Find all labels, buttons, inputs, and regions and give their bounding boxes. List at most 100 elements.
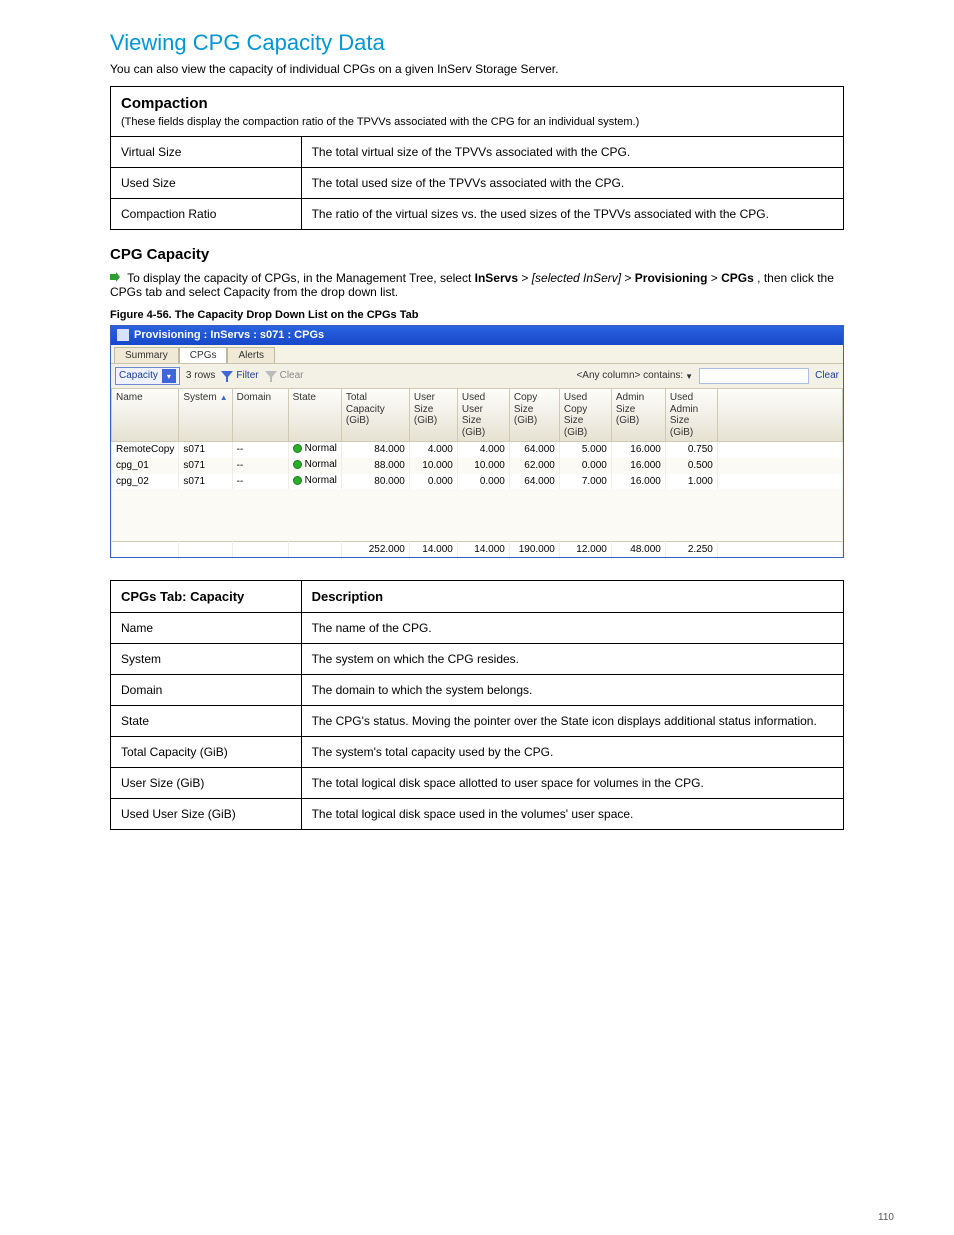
compaction-header: Compaction (These fields display the com…: [111, 87, 844, 137]
col-usedadmin[interactable]: Used Admin Size (GiB): [665, 389, 717, 442]
cell-name: RemoteCopy: [112, 442, 179, 458]
col-spacer: [717, 389, 842, 442]
row-desc: The system on which the CPG resides.: [301, 644, 843, 675]
cell-system: s071: [179, 442, 232, 458]
tot-usedadmin: 2.250: [665, 541, 717, 557]
col-system[interactable]: System▲: [179, 389, 232, 442]
cpg-grid: Name System▲ Domain State Total Capacity…: [111, 389, 843, 557]
cell-totcap: 84.000: [341, 442, 409, 458]
cell-usedcopy: 0.000: [559, 458, 611, 474]
row-desc: The ratio of the virtual sizes vs. the u…: [301, 199, 843, 230]
cell-state: Normal: [288, 458, 341, 474]
toolbar: Capacity ▾ 3 rows Filter Clear <Any colu…: [111, 364, 843, 389]
search-input[interactable]: [699, 368, 809, 384]
row-desc: The total logical disk space used in the…: [301, 799, 843, 830]
row-desc: The domain to which the system belongs.: [301, 675, 843, 706]
cell-state: Normal: [288, 474, 341, 490]
window-titlebar: Provisioning : InServs : s071 : CPGs: [111, 326, 843, 345]
row-label: Used Size: [111, 168, 302, 199]
cell-copysz: 64.000: [509, 474, 559, 490]
table-row: StateThe CPG's status. Moving the pointe…: [111, 706, 844, 737]
col-copysz[interactable]: Copy Size (GiB): [509, 389, 559, 442]
cell-usedusr: 4.000: [457, 442, 509, 458]
row-desc: The total logical disk space allotted to…: [301, 768, 843, 799]
cell-usersz: 0.000: [409, 474, 457, 490]
col-state[interactable]: State: [288, 389, 341, 442]
grid-row[interactable]: cpg_01s071--Normal88.00010.00010.00062.0…: [112, 458, 843, 474]
cell-usedadmin: 0.500: [665, 458, 717, 474]
table-row: NameThe name of the CPG.: [111, 613, 844, 644]
cell-usersz: 10.000: [409, 458, 457, 474]
capdesc-hdr-2: Description: [301, 581, 843, 613]
compaction-body: Virtual SizeThe total virtual size of th…: [111, 137, 844, 230]
cell-usedusr: 10.000: [457, 458, 509, 474]
table-row: Virtual SizeThe total virtual size of th…: [111, 137, 844, 168]
row-desc: The total virtual size of the TPVVs asso…: [301, 137, 843, 168]
table-row: Used SizeThe total used size of the TPVV…: [111, 168, 844, 199]
status-dot-icon: [293, 460, 302, 469]
row-desc: The name of the CPG.: [301, 613, 843, 644]
filter-link[interactable]: Filter: [221, 370, 258, 382]
row-label: Total Capacity (GiB): [111, 737, 302, 768]
tab-summary[interactable]: Summary: [114, 347, 179, 364]
col-name[interactable]: Name: [112, 389, 179, 442]
page-number: 110: [878, 1212, 894, 1223]
row-label: User Size (GiB): [111, 768, 302, 799]
tab-strip: Summary CPGs Alerts: [111, 345, 843, 365]
compaction-table: Compaction (These fields display the com…: [110, 86, 844, 230]
cell-name: cpg_01: [112, 458, 179, 474]
tab-alerts[interactable]: Alerts: [227, 347, 275, 364]
col-adminsz[interactable]: Admin Size (GiB): [611, 389, 665, 442]
cell-adminsz: 16.000: [611, 458, 665, 474]
capdesc-body: NameThe name of the CPG.SystemThe system…: [111, 613, 844, 830]
cell-copysz: 64.000: [509, 442, 559, 458]
col-totalcap[interactable]: Total Capacity (GiB): [341, 389, 409, 442]
col-usersz[interactable]: User Size (GiB): [409, 389, 457, 442]
sort-asc-icon: ▲: [220, 393, 228, 402]
table-row: Used User Size (GiB)The total logical di…: [111, 799, 844, 830]
row-count: 3 rows: [186, 370, 215, 382]
cell-adminsz: 16.000: [611, 442, 665, 458]
page-title: Viewing CPG Capacity Data: [110, 30, 844, 56]
row-label: Name: [111, 613, 302, 644]
row-desc: The CPG's status. Moving the pointer ove…: [301, 706, 843, 737]
row-desc: The total used size of the TPVVs associa…: [301, 168, 843, 199]
screenshot-window: Provisioning : InServs : s071 : CPGs Sum…: [110, 325, 844, 558]
cell-state: Normal: [288, 442, 341, 458]
row-label: Virtual Size: [111, 137, 302, 168]
clear-button[interactable]: Clear: [815, 370, 839, 382]
status-dot-icon: [293, 444, 302, 453]
tab-cpgs[interactable]: CPGs: [179, 347, 228, 364]
row-label: State: [111, 706, 302, 737]
tot-adminsz: 48.000: [611, 541, 665, 557]
col-usedcopy[interactable]: Used Copy Size (GiB): [559, 389, 611, 442]
row-label: System: [111, 644, 302, 675]
grid-body: RemoteCopys071--Normal84.0004.0004.00064…: [112, 442, 843, 558]
window-title: Provisioning : InServs : s071 : CPGs: [134, 329, 324, 342]
cell-usedcopy: 7.000: [559, 474, 611, 490]
intro-text: You can also view the capacity of indivi…: [110, 62, 844, 76]
tot-copysz: 190.000: [509, 541, 559, 557]
grid-header-row: Name System▲ Domain State Total Capacity…: [112, 389, 843, 442]
cell-totcap: 88.000: [341, 458, 409, 474]
funnel-icon: [221, 371, 233, 382]
anycolumn-label[interactable]: <Any column> contains: ▼: [576, 370, 693, 382]
table-row: DomainThe domain to which the system bel…: [111, 675, 844, 706]
col-domain[interactable]: Domain: [232, 389, 288, 442]
arrow-icon: [110, 272, 120, 282]
row-label: Compaction Ratio: [111, 199, 302, 230]
table-row: User Size (GiB)The total logical disk sp…: [111, 768, 844, 799]
grid-row[interactable]: RemoteCopys071--Normal84.0004.0004.00064…: [112, 442, 843, 458]
capacity-desc-table: CPGs Tab: Capacity Description NameThe n…: [110, 580, 844, 830]
cell-domain: --: [232, 458, 288, 474]
col-usedusr[interactable]: Used User Size (GiB): [457, 389, 509, 442]
grid-row[interactable]: cpg_02s071--Normal80.0000.0000.00064.000…: [112, 474, 843, 490]
funnel-clear-icon: [265, 371, 277, 382]
capdesc-hdr-1: CPGs Tab: Capacity: [111, 581, 302, 613]
cell-usedadmin: 1.000: [665, 474, 717, 490]
chevron-down-icon: ▾: [162, 369, 176, 383]
view-dropdown[interactable]: Capacity ▾: [115, 367, 180, 385]
clear-filter-link[interactable]: Clear: [265, 370, 304, 382]
grid-totals-row: 252.00014.00014.000190.00012.00048.0002.…: [112, 541, 843, 557]
row-label: Domain: [111, 675, 302, 706]
